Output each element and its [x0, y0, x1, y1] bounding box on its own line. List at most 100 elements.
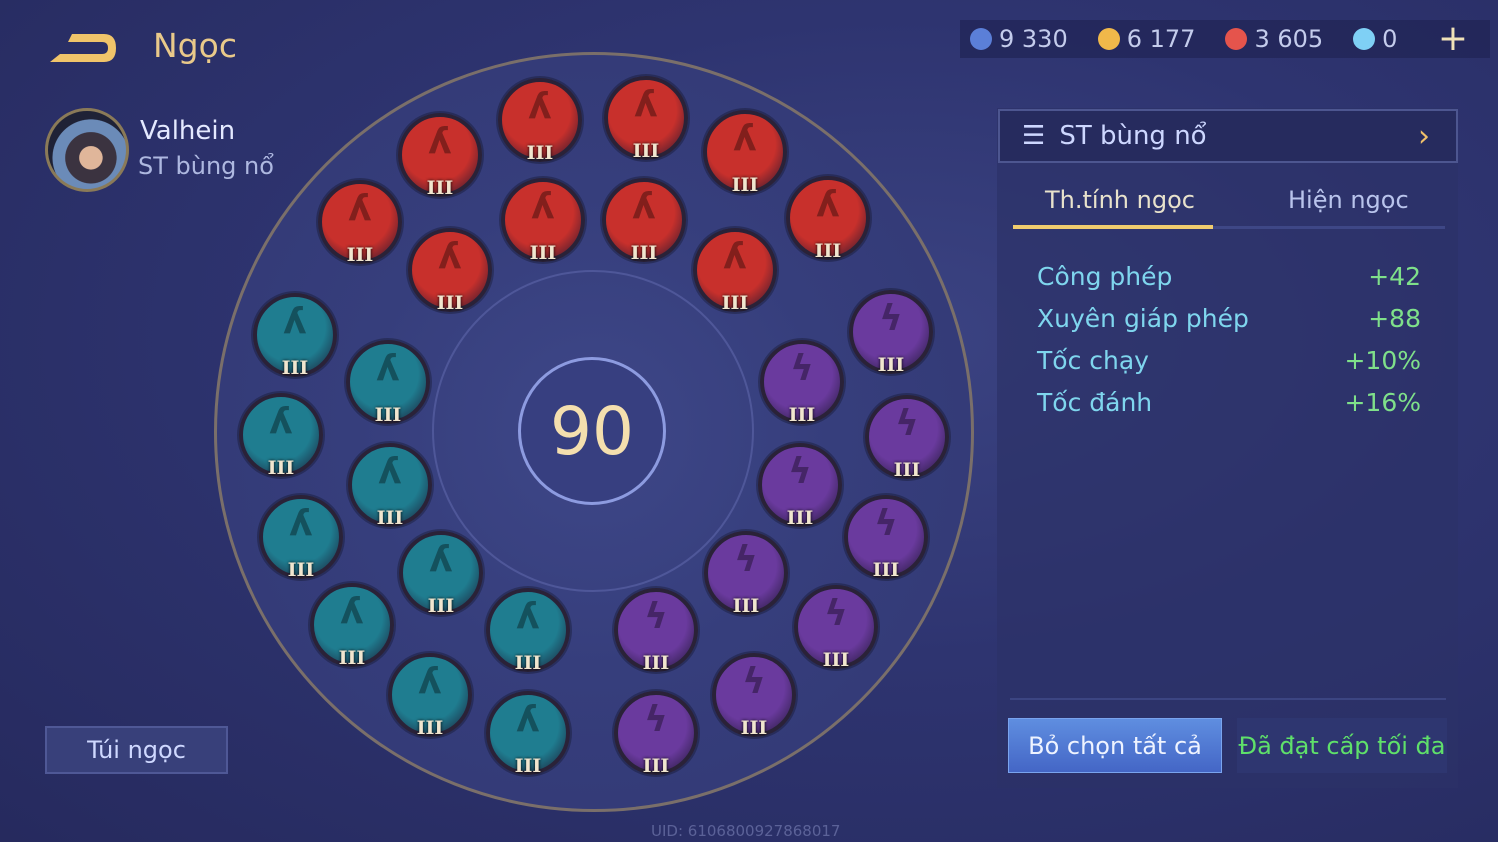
- deselect-all-button[interactable]: Bỏ chọn tất cả: [1008, 718, 1222, 773]
- rune-bag-button[interactable]: Túi ngọc: [45, 726, 228, 774]
- rune-tier: III: [427, 595, 455, 617]
- inner-ring: [432, 270, 754, 592]
- rune-slot-teal[interactable]: ʎ III: [486, 588, 570, 674]
- rune-slot-red[interactable]: ʎ III: [602, 178, 686, 264]
- rune-glyph-icon: ʎ: [816, 184, 840, 225]
- stat-row: Xuyên giáp phép +88: [1037, 304, 1421, 333]
- rune-tier: III: [376, 507, 404, 529]
- lightning-glyph-icon: ϟ: [790, 348, 814, 389]
- rune-tier: III: [814, 240, 842, 262]
- rune-tier: III: [529, 242, 557, 264]
- currency-item: 0: [1353, 25, 1397, 53]
- stat-name: Tốc đánh: [1037, 388, 1153, 417]
- active-tab-indicator: [1013, 225, 1213, 229]
- divider: [1010, 698, 1446, 700]
- rune-glyph-icon: ʎ: [348, 188, 372, 229]
- user-id: UID: 6106800927868017: [651, 822, 841, 840]
- rune-slot-teal[interactable]: ʎ III: [239, 393, 323, 479]
- rune-panel: [997, 108, 1458, 788]
- page-title: Ngọc: [153, 26, 237, 65]
- add-currency-button[interactable]: +: [1437, 18, 1468, 59]
- rune-tier: III: [338, 647, 366, 669]
- rune-set-selector[interactable]: ☰ ST bùng nổ ›: [998, 109, 1458, 163]
- rune-slot-teal[interactable]: ʎ III: [348, 443, 432, 529]
- rune-glyph-icon: ʎ: [429, 539, 453, 580]
- rune-fragment-icon: [1353, 28, 1376, 50]
- rune-set-name: ST bùng nổ: [1059, 121, 1207, 151]
- rune-glyph-icon: ʎ: [340, 591, 364, 632]
- rune-slot-teal[interactable]: ʎ III: [259, 495, 343, 581]
- rune-slot-red[interactable]: ʎ III: [786, 176, 870, 262]
- rune-glyph-icon: ʎ: [283, 301, 307, 342]
- rune-slot-teal[interactable]: ʎ III: [388, 653, 472, 739]
- lightning-glyph-icon: ϟ: [742, 661, 766, 702]
- stat-name: Công phép: [1037, 262, 1173, 291]
- rune-slot-red[interactable]: ʎ III: [703, 110, 787, 196]
- rune-slot-red[interactable]: ʎ III: [318, 180, 402, 266]
- stat-value: +42: [1368, 262, 1421, 291]
- hero-avatar[interactable]: [45, 108, 129, 192]
- rune-slot-purple[interactable]: ϟ III: [712, 653, 796, 739]
- rune-slot-purple[interactable]: ϟ III: [760, 340, 844, 426]
- rune-glyph-icon: ʎ: [723, 236, 747, 277]
- lightning-glyph-icon: ϟ: [788, 451, 812, 492]
- rune-tier: III: [877, 354, 905, 376]
- rune-slot-purple[interactable]: ϟ III: [849, 290, 933, 376]
- tab-rune-stats[interactable]: Th.tính ngọc: [1045, 186, 1195, 214]
- rune-tier: III: [526, 142, 554, 164]
- rune-slot-red[interactable]: ʎ III: [501, 178, 585, 264]
- list-icon: ☰: [1022, 121, 1046, 151]
- hero-name: Valhein: [140, 116, 236, 146]
- rune-tier: III: [788, 404, 816, 426]
- lightning-glyph-icon: ϟ: [874, 503, 898, 544]
- lightning-glyph-icon: ϟ: [644, 699, 668, 740]
- hero-rune-set: ST bùng nổ: [138, 152, 274, 180]
- currency-value: 0: [1382, 25, 1398, 53]
- rune-slot-purple[interactable]: ϟ III: [865, 395, 949, 481]
- rune-tier: III: [822, 649, 850, 671]
- rune-glyph-icon: ʎ: [634, 84, 658, 125]
- back-arrow-icon[interactable]: [46, 28, 120, 68]
- tab-show-runes[interactable]: Hiện ngọc: [1288, 186, 1409, 214]
- rune-tier: III: [514, 755, 542, 777]
- rune-slot-red[interactable]: ʎ III: [693, 228, 777, 314]
- rune-slot-red[interactable]: ʎ III: [398, 113, 482, 199]
- rune-slot-purple[interactable]: ϟ III: [704, 531, 788, 617]
- rune-slot-teal[interactable]: ʎ III: [310, 583, 394, 669]
- rune-slot-red[interactable]: ʎ III: [604, 76, 688, 162]
- rune-tier: III: [374, 404, 402, 426]
- ruby-icon: [1225, 28, 1248, 50]
- currency-item: 9 330: [970, 25, 1068, 53]
- lightning-glyph-icon: ϟ: [879, 298, 903, 339]
- rune-tier: III: [514, 652, 542, 674]
- stat-row: Công phép +42: [1037, 262, 1421, 291]
- rune-slot-red[interactable]: ʎ III: [498, 78, 582, 164]
- gold-coin-icon: [1097, 28, 1120, 50]
- rune-slot-teal[interactable]: ʎ III: [399, 531, 483, 617]
- rune-tier: III: [642, 652, 670, 674]
- rune-glyph-icon: ʎ: [528, 86, 552, 127]
- currency-bar: 9 330 6 177 3 605 0 +: [960, 20, 1490, 58]
- stat-row: Tốc đánh +16%: [1037, 388, 1421, 417]
- rune-slot-teal[interactable]: ʎ III: [486, 691, 570, 777]
- rune-tier: III: [436, 292, 464, 314]
- rune-slot-red[interactable]: ʎ III: [408, 228, 492, 314]
- rune-slot-purple[interactable]: ϟ III: [794, 585, 878, 671]
- stat-row: Tốc chạy +10%: [1037, 346, 1421, 375]
- currency-item: 6 177: [1097, 25, 1195, 53]
- rune-tier: III: [721, 292, 749, 314]
- rune-tier: III: [732, 595, 760, 617]
- rune-slot-purple[interactable]: ϟ III: [758, 443, 842, 529]
- rune-tier: III: [893, 459, 921, 481]
- currency-item: 3 605: [1225, 25, 1323, 53]
- rune-slot-purple[interactable]: ϟ III: [614, 691, 698, 777]
- rune-slot-purple[interactable]: ϟ III: [844, 495, 928, 581]
- rune-slot-teal[interactable]: ʎ III: [346, 340, 430, 426]
- rune-slot-purple[interactable]: ϟ III: [614, 588, 698, 674]
- lightning-glyph-icon: ϟ: [895, 403, 919, 444]
- currency-value: 9 330: [999, 25, 1068, 53]
- rune-tier: III: [267, 457, 295, 479]
- rune-glyph-icon: ʎ: [269, 401, 293, 442]
- rune-glyph-icon: ʎ: [632, 186, 656, 227]
- rune-slot-teal[interactable]: ʎ III: [253, 293, 337, 379]
